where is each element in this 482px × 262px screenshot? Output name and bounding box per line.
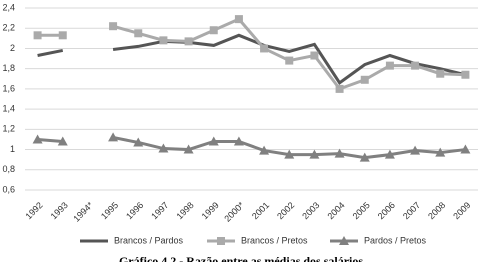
point	[134, 29, 143, 38]
x-tick-label: 1999	[200, 200, 221, 221]
point	[410, 145, 421, 155]
point	[360, 75, 369, 84]
point	[284, 149, 295, 159]
x-tick-label: 2001	[250, 200, 271, 221]
x-tick-label: 1993	[49, 200, 70, 221]
x-tick-label: 2000*	[222, 200, 246, 224]
y-tick-label: 1	[10, 144, 15, 154]
point	[108, 132, 119, 142]
point	[334, 148, 345, 158]
point	[359, 152, 370, 162]
point	[435, 147, 446, 157]
y-tick-label: 2,2	[2, 23, 15, 33]
x-tick-label: 1994*	[71, 200, 95, 224]
point	[32, 134, 43, 144]
series-line	[37, 135, 466, 160]
y-tick-label: 1,8	[2, 63, 15, 73]
legend-marker	[339, 236, 349, 245]
x-tick-label: 2002	[275, 200, 296, 221]
x-tick-label: 2007	[401, 200, 422, 221]
point	[335, 84, 344, 93]
point	[208, 136, 219, 146]
series-line	[37, 17, 466, 91]
point	[285, 56, 294, 65]
chart-title: Gráfico 4.2 - Razão entre as médias dos …	[119, 254, 363, 262]
legend-marker	[217, 237, 225, 245]
point	[233, 136, 244, 146]
x-tick-label: 2003	[300, 200, 321, 221]
y-tick-label: 1,6	[2, 83, 15, 93]
x-tick-label: 2008	[426, 200, 447, 221]
point	[436, 69, 445, 78]
point	[260, 44, 269, 53]
point	[411, 61, 420, 70]
x-tick-label: 2009	[451, 200, 472, 221]
point	[159, 36, 168, 45]
point	[309, 149, 320, 159]
y-tick-label: 2	[10, 43, 15, 53]
point	[310, 51, 319, 60]
legend-label: Pardos / Pretos	[364, 235, 427, 245]
point	[234, 15, 243, 24]
point	[109, 22, 118, 31]
point	[183, 144, 194, 154]
point	[158, 143, 169, 153]
x-tick-label: 1992	[23, 200, 44, 221]
x-tick-label: 2006	[376, 200, 397, 221]
y-tick-label: 1,2	[2, 124, 15, 134]
legend-label: Brancos / Pretos	[241, 235, 308, 245]
x-tick-label: 1997	[149, 200, 170, 221]
series-line	[37, 33, 466, 85]
point	[385, 61, 394, 70]
point	[33, 31, 42, 40]
point	[460, 144, 471, 154]
x-tick-label: 2004	[325, 200, 346, 221]
point	[184, 37, 193, 46]
x-tick-label: 1996	[124, 200, 145, 221]
point	[461, 70, 470, 79]
x-tick-label: 1995	[99, 200, 120, 221]
y-tick-label: 2,4	[2, 2, 15, 12]
point	[209, 26, 218, 35]
point	[57, 136, 68, 146]
x-tick-label: 2005	[351, 200, 372, 221]
legend-label: Brancos / Pardos	[114, 235, 184, 245]
y-tick-label: 1,4	[2, 103, 15, 113]
y-tick-label: 0,6	[2, 184, 15, 194]
point	[133, 137, 144, 147]
point	[384, 149, 395, 159]
x-tick-label: 1998	[174, 200, 195, 221]
y-tick-label: 0,8	[2, 164, 15, 174]
point	[259, 145, 270, 155]
point	[58, 31, 67, 40]
